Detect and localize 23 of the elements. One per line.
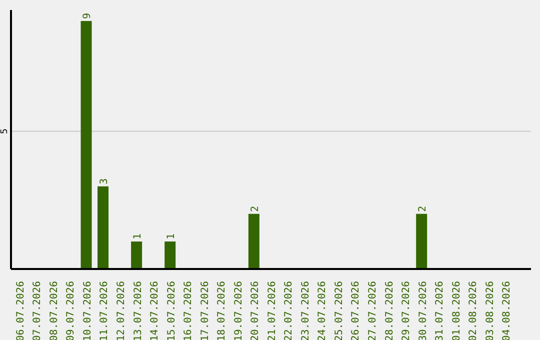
x-tick-label: 12.07.2026 bbox=[116, 281, 127, 340]
bar bbox=[416, 214, 428, 269]
x-tick-label: 14.07.2026 bbox=[150, 281, 161, 340]
x-tick-label: 11.07.2026 bbox=[99, 281, 110, 340]
bar bbox=[80, 21, 92, 269]
x-tick-label: 18.07.2026 bbox=[216, 281, 228, 340]
data-label: 2 bbox=[250, 206, 261, 212]
x-tick-label: 19.07.2026 bbox=[233, 281, 244, 340]
y-tick-label: 5 bbox=[0, 128, 10, 134]
bar bbox=[164, 241, 176, 269]
x-tick-label: 10.07.2026 bbox=[82, 281, 94, 340]
data-label: 1 bbox=[166, 233, 178, 240]
bar bbox=[98, 186, 109, 269]
data-label: 3 bbox=[99, 178, 110, 184]
data-label: 1 bbox=[132, 233, 144, 240]
data-label: 2 bbox=[418, 206, 429, 212]
bar bbox=[131, 241, 142, 269]
x-tick-label: 13.07.2026 bbox=[132, 281, 144, 340]
x-tick-label: 17.07.2026 bbox=[200, 281, 211, 340]
data-label: 9 bbox=[82, 12, 94, 20]
x-tick-label: 16.07.2026 bbox=[183, 281, 194, 340]
x-tick-label: 15.07.2026 bbox=[166, 281, 178, 340]
bar bbox=[248, 214, 260, 269]
